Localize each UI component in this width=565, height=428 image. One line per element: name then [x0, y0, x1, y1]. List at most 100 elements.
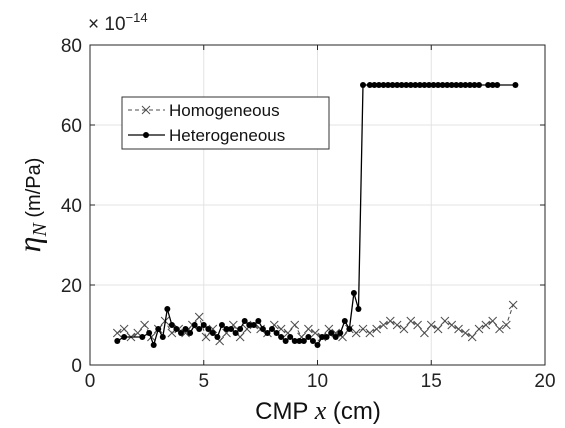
marker-stroke — [474, 324, 484, 334]
svg-text:ηN (m/Pa): ηN (m/Pa) — [11, 158, 51, 253]
data-point-dot — [319, 334, 326, 340]
marker-stroke — [501, 320, 511, 330]
data-point-x-marker — [379, 320, 388, 330]
data-point-dot — [328, 330, 335, 336]
marker-stroke — [324, 324, 334, 334]
legend-box — [121, 96, 330, 150]
marker-stroke — [338, 332, 347, 342]
data-point-dot — [332, 334, 339, 340]
marker-stroke — [488, 316, 498, 326]
data-point-x-marker — [385, 316, 395, 326]
data-point-x-marker — [406, 316, 416, 326]
marker-stroke — [141, 105, 151, 115]
data-point-x-marker — [112, 328, 122, 338]
data-point-dot — [200, 322, 207, 328]
data-point-dot — [305, 334, 312, 340]
data-point-dot — [150, 342, 157, 348]
data-point-dot — [394, 82, 401, 88]
y-exponent-label: × 10−14 — [88, 10, 148, 35]
data-point-dot — [380, 82, 387, 88]
data-point-dot — [187, 330, 194, 336]
marker-stroke — [481, 320, 491, 330]
y-tick-labels: 0 20 40 60 80 — [61, 36, 82, 377]
data-point-dot — [218, 322, 225, 328]
data-point-dot — [489, 82, 496, 88]
marker-stroke — [467, 332, 477, 342]
data-point-dot — [444, 82, 451, 88]
data-point-dot — [296, 338, 303, 344]
y-axis-label: ηN (m/Pa) — [11, 158, 51, 253]
legend-homogeneous-label: Homogeneous — [169, 101, 280, 120]
data-point-dot — [457, 82, 464, 88]
data-point-x-marker — [467, 332, 477, 342]
data-point-dot — [425, 82, 432, 88]
legend-homogeneous-marker — [141, 105, 151, 115]
y-tick-label: 60 — [61, 116, 82, 137]
data-point-dot — [250, 322, 257, 328]
legend-heterogeneous-label: Heterogeneous — [169, 126, 285, 145]
data-point-dot — [471, 82, 478, 88]
marker-stroke — [201, 332, 211, 342]
data-point-dot — [476, 82, 483, 88]
data-point-dot — [314, 342, 321, 348]
data-point-x-marker — [358, 324, 368, 334]
data-point-x-marker — [119, 324, 129, 334]
data-point-x-marker — [481, 320, 491, 330]
tick-marks — [89, 44, 546, 366]
data-point-x-marker — [420, 328, 429, 338]
data-point-dot — [350, 290, 357, 296]
data-point-x-marker — [508, 300, 518, 310]
data-point-dot — [366, 82, 373, 88]
data-point-dot — [360, 82, 366, 88]
marker-stroke — [290, 320, 300, 330]
data-point-dot — [273, 330, 280, 336]
marker-stroke — [147, 332, 156, 342]
data-point-dot — [421, 82, 428, 88]
data-point-x-marker — [351, 328, 361, 338]
marker-stroke — [508, 300, 518, 310]
marker-stroke — [351, 328, 361, 338]
data-point-dot — [282, 338, 289, 344]
marker-stroke — [140, 320, 149, 330]
marker-stroke — [385, 316, 395, 326]
data-point-x-marker — [304, 324, 313, 334]
data-point-dot — [337, 330, 344, 336]
data-point-dot — [278, 334, 285, 340]
data-point-dot — [269, 326, 275, 332]
marker-stroke — [358, 324, 368, 334]
data-point-dot — [121, 334, 128, 340]
y-tick-label: 80 — [61, 36, 82, 57]
legend: Homogeneous Heterogeneous — [121, 96, 330, 150]
legend-heterogeneous-marker — [143, 132, 149, 138]
x-tick-label: 10 — [307, 371, 328, 392]
data-point-dot — [389, 82, 396, 88]
data-point-dot — [403, 82, 410, 88]
data-point-x-marker — [140, 320, 149, 330]
data-point-dot — [416, 82, 423, 88]
data-point-x-marker — [310, 328, 320, 338]
data-point-x-marker — [501, 320, 511, 330]
data-point-dot — [209, 330, 216, 336]
data-point-dot — [241, 318, 248, 324]
data-point-x-marker — [372, 324, 382, 334]
data-point-dot — [346, 326, 353, 332]
marker-stroke — [392, 320, 402, 330]
marker-stroke — [112, 328, 122, 338]
data-point-dot — [246, 322, 253, 328]
marker-stroke — [133, 328, 143, 338]
y-tick-label: 0 — [71, 356, 82, 377]
marker-stroke — [420, 328, 429, 338]
data-point-dot — [439, 82, 446, 88]
data-point-dot — [341, 318, 348, 324]
x-tick-label: 15 — [421, 371, 442, 392]
data-point-dot — [223, 326, 230, 332]
marker-stroke — [495, 324, 504, 334]
data-point-dot — [494, 82, 501, 88]
data-point-dot — [139, 334, 146, 340]
data-point-x-marker — [194, 312, 204, 322]
data-point-x-marker — [454, 324, 463, 334]
data-point-dot — [228, 326, 235, 332]
marker-stroke — [440, 316, 450, 326]
y-tick-label: 20 — [61, 276, 82, 297]
